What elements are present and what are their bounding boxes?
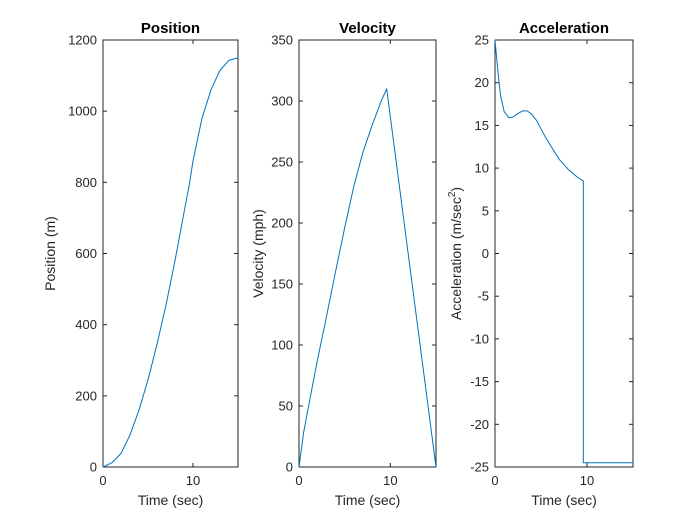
subplot-position: 0 200 400 600 800 1000 1200 0 10 Position Time (se…: [42, 20, 239, 508]
y-tick-label: 400: [75, 317, 97, 332]
y-tick-label: 250: [271, 155, 293, 170]
series-line-0: [298, 88, 437, 468]
x-tick-label: 0: [491, 473, 498, 488]
series-line-0: [102, 57, 239, 468]
y-tick-label: 0: [286, 460, 293, 475]
y-tick-label: 1200: [68, 33, 97, 48]
y-tick-label: 5: [482, 203, 489, 218]
y-tick-label: 15: [475, 118, 489, 133]
y-tick-label: 600: [75, 246, 97, 261]
y-tick-label: 350: [271, 33, 293, 48]
subplot-title: Acceleration: [519, 20, 609, 37]
x-axis-label: Time (sec): [335, 492, 401, 508]
y-axis-label: Velocity (mph): [250, 209, 266, 298]
y-tick-label: -10: [470, 331, 489, 346]
y-tick-label: 0: [90, 460, 97, 475]
y-tick-label: 800: [75, 175, 97, 190]
x-tick-label: 0: [295, 473, 302, 488]
y-tick-label: 200: [271, 216, 293, 231]
x-tick-label: 10: [383, 473, 397, 488]
y-tick-label: -25: [470, 460, 489, 475]
y-tick-label: 200: [75, 388, 97, 403]
x-tick-label: 0: [99, 473, 106, 488]
y-tick-label: -5: [477, 289, 489, 304]
y-tick-label: 10: [475, 161, 489, 176]
series-line-0: [494, 39, 634, 464]
y-tick-label: 1000: [68, 104, 97, 119]
y-tick-label: 25: [475, 33, 489, 48]
x-axis-label: Time (sec): [531, 492, 597, 508]
y-axis-label: Acceleration (m/sec2): [447, 187, 464, 320]
y-tick-label: -20: [470, 417, 489, 432]
subplot-velocity: 0 50 100 150 200 250 300 350 0 10 Velocity Time (se…: [250, 20, 437, 508]
x-tick-label: 10: [580, 473, 594, 488]
y-axis-label: Position (m): [42, 216, 58, 291]
y-tick-label: 0: [482, 246, 489, 261]
y-tick-label: 150: [271, 277, 293, 292]
y-tick-label: 300: [271, 94, 293, 109]
y-tick-label: 100: [271, 338, 293, 353]
x-axis-label: Time (sec): [138, 492, 204, 508]
subplot-acceleration: -25 -20 -15 -10 -5 0 5 10 15 20 25 0 10 Acceleration T…: [447, 20, 634, 508]
y-tick-label: 50: [279, 399, 293, 414]
axes-box: [102, 39, 239, 468]
axes-box: [494, 39, 634, 468]
subplot-title: Position: [141, 20, 200, 37]
y-tick-label: -15: [470, 374, 489, 389]
subplot-title: Velocity: [339, 20, 396, 37]
y-tick-label: 20: [475, 75, 489, 90]
x-tick-label: 10: [186, 473, 200, 488]
axes-box: [298, 39, 437, 468]
